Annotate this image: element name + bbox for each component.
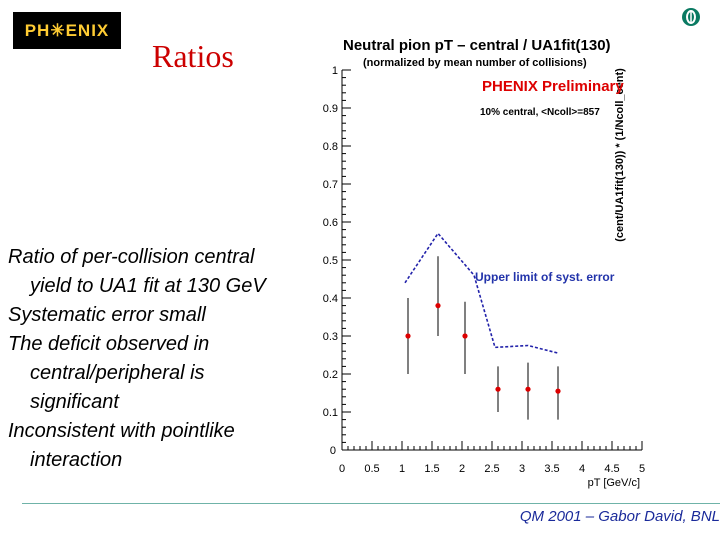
- annotation-preliminary: PHENIX Preliminary: [482, 78, 624, 95]
- data-point: [555, 388, 561, 394]
- x-tick-label: 0.5: [364, 463, 379, 475]
- bullet-item: The deficit observed in central/periphera…: [8, 330, 328, 417]
- syst-error-upper-limit-line: [404, 232, 559, 354]
- y-tick-label: 1: [332, 65, 338, 77]
- y-tick-label: 0.2: [323, 369, 338, 381]
- chart-title: Neutral pion pT – central / UA1fit(130): [343, 37, 611, 54]
- data-point: [495, 386, 501, 392]
- bullet-line: central/peripheral is: [30, 362, 205, 384]
- y-tick-label: 0.4: [323, 293, 338, 305]
- footer-divider: [22, 503, 720, 504]
- bullet-list: Ratio of per-collision central yield to U…: [8, 243, 328, 475]
- bullet-item: Inconsistent with pointlike interaction: [8, 417, 328, 475]
- bullet-line: Systematic error small: [8, 304, 206, 326]
- ratio-chart: Neutral pion pT – central / UA1fit(130) …: [323, 37, 645, 489]
- x-tick-label: 0: [339, 463, 345, 475]
- bullet-line: Inconsistent with pointlike: [8, 420, 235, 442]
- bullet-line: yield to UA1 fit at 130 GeV: [30, 275, 266, 297]
- x-axis-label: pT [GeV/c]: [588, 477, 640, 489]
- data-point: [462, 333, 468, 339]
- y-tick-label: 0: [330, 445, 336, 457]
- y-tick-label: 0.7: [323, 179, 338, 191]
- phenix-emblem-icon: [682, 8, 700, 26]
- y-tick-label: 0.6: [323, 217, 338, 229]
- chart-subtitle: (normalized by mean number of collisions…: [363, 57, 587, 69]
- bullet-item: Systematic error small: [8, 301, 328, 330]
- x-tick-label: 3.5: [544, 463, 559, 475]
- annotation-centrality: 10% central, <Ncoll>=857: [480, 107, 600, 118]
- x-tick-label: 2: [459, 463, 465, 475]
- slide-title: Ratios: [152, 38, 234, 74]
- x-tick-label: 4: [579, 463, 585, 475]
- x-tick-label: 1: [399, 463, 405, 475]
- data-point: [405, 333, 411, 339]
- data-point: [525, 386, 531, 392]
- x-tick-label: 4.5: [604, 463, 619, 475]
- bullet-line: interaction: [30, 449, 123, 471]
- bullet-line: The deficit observed in: [8, 333, 210, 355]
- y-tick-label: 0.3: [323, 331, 338, 343]
- annotation-syst-error: Upper limit of syst. error: [475, 270, 615, 284]
- logo-text: PH✳ENIX: [24, 20, 110, 40]
- footer-credit: QM 2001 – Gabor David, BNL: [519, 508, 720, 525]
- data-point: [435, 303, 441, 309]
- plot-area: 0 0.5 1 1.5 2 2.5 3 3.5 4 4.5 5 0 0.1 0.2 0.3 0.4 0.5 0.6…: [323, 65, 645, 475]
- y-axis-label: (cent/UA1fit(130)) * (1/Ncoll_cent): [614, 68, 626, 242]
- x-tick-label: 1.5: [424, 463, 439, 475]
- bullet-line: Ratio of per-collision central: [8, 246, 255, 268]
- y-tick-label: 0.1: [323, 407, 338, 419]
- x-tick-label: 3: [519, 463, 525, 475]
- y-tick-label: 0.9: [323, 103, 338, 115]
- bullet-line: significant: [30, 391, 119, 413]
- y-tick-label: 0.8: [323, 141, 338, 153]
- y-tick-label: 0.5: [323, 255, 338, 267]
- bullet-item: Ratio of per-collision central yield to U…: [8, 243, 328, 301]
- x-tick-label: 2.5: [484, 463, 499, 475]
- x-tick-label: 5: [639, 463, 645, 475]
- phenix-logo: PH✳ENIX: [13, 12, 121, 49]
